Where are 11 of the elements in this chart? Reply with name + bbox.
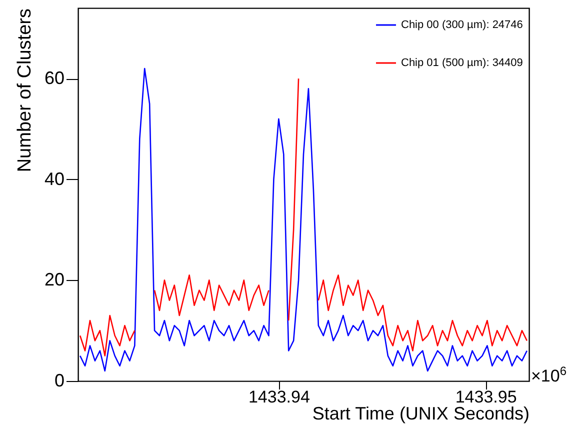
y-tick-label: 40 bbox=[44, 168, 64, 189]
x-tick-label: 1433.95 bbox=[455, 388, 517, 406]
legend-label: Chip 01 (500 µm): 34409 bbox=[401, 57, 523, 69]
y-tick-label: 60 bbox=[44, 68, 64, 88]
legend-label: Chip 00 (300 µm): 24746 bbox=[401, 19, 523, 31]
y-tick-label: 20 bbox=[44, 270, 64, 290]
x-tick-label: 1433.94 bbox=[248, 388, 310, 406]
x-axis-title: Start Time (UNIX Seconds) bbox=[312, 404, 530, 424]
y-axis-title: Number of Clusters bbox=[14, 8, 36, 172]
text: ×10$^{6}$ bbox=[531, 364, 567, 387]
y-tick-label: 0 bbox=[54, 370, 64, 390]
